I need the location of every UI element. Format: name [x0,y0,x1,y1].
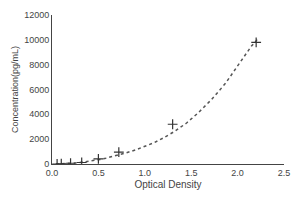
svg-text:2000: 2000 [29,134,49,144]
svg-text:10000: 10000 [24,35,49,45]
svg-text:4000: 4000 [29,109,49,119]
svg-text:2.0: 2.0 [231,168,244,178]
svg-text:1.0: 1.0 [139,168,152,178]
svg-text:1.5: 1.5 [185,168,198,178]
svg-text:Optical Density: Optical Density [134,179,201,190]
svg-text:Concentration(pg/mL): Concentration(pg/mL) [10,46,20,133]
svg-text:2.5: 2.5 [278,168,291,178]
svg-text:12000: 12000 [24,10,49,20]
svg-text:8000: 8000 [29,60,49,70]
svg-text:0.0: 0.0 [46,168,59,178]
svg-text:6000: 6000 [29,85,49,95]
svg-text:0: 0 [44,159,49,169]
svg-text:0.5: 0.5 [92,168,105,178]
